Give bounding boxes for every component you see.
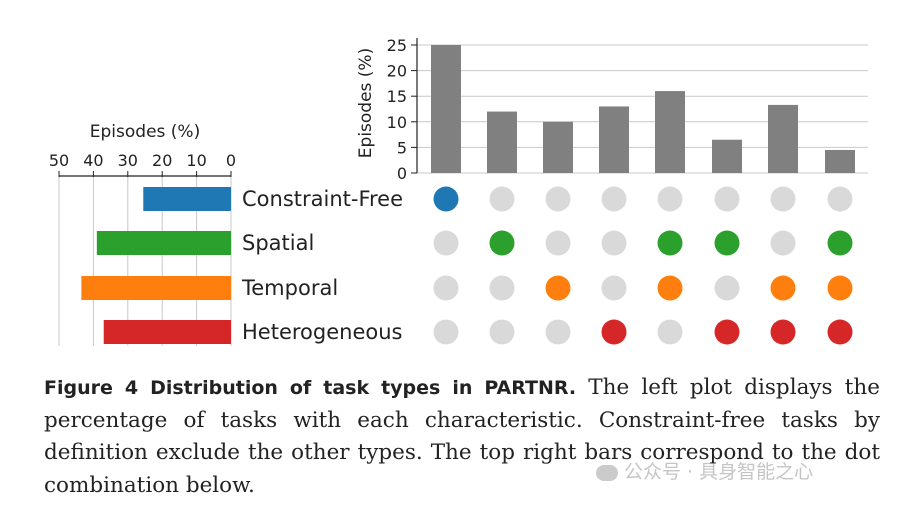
active-dot bbox=[657, 275, 683, 301]
top-tick-label: 20 bbox=[387, 62, 407, 81]
top-bar bbox=[543, 121, 573, 173]
top-bar-chart: 0 5 10 15 20 25 Episodes (%) bbox=[356, 36, 868, 183]
watermark-text: 公众号 · 具身智能之心 bbox=[624, 461, 814, 483]
top-bar bbox=[599, 106, 629, 173]
left-tick-label: 50 bbox=[49, 151, 69, 170]
left-bar bbox=[96, 231, 231, 255]
inactive-dot bbox=[433, 230, 459, 256]
inactive-dot bbox=[657, 186, 683, 212]
inactive-dot bbox=[601, 186, 627, 212]
active-dot bbox=[827, 319, 853, 345]
top-tick-label: 5 bbox=[397, 138, 407, 157]
left-bar-chart: 50 40 30 20 10 0 Episodes (%) Constraint-Free Sp… bbox=[49, 122, 403, 346]
inactive-dot bbox=[545, 319, 571, 345]
inactive-dot bbox=[714, 275, 740, 301]
inactive-dot bbox=[489, 275, 515, 301]
top-tick-label: 15 bbox=[387, 87, 407, 106]
caption-text: The left plot displays the percentage of… bbox=[44, 375, 880, 498]
category-label: Spatial bbox=[242, 231, 314, 255]
left-bar bbox=[143, 187, 231, 211]
watermark: 公众号 · 具身智能之心 bbox=[596, 457, 813, 484]
top-bar bbox=[487, 111, 517, 173]
inactive-dot bbox=[489, 186, 515, 212]
active-dot bbox=[489, 230, 515, 256]
category-label: Heterogeneous bbox=[242, 320, 402, 344]
left-bar bbox=[103, 320, 231, 344]
inactive-dot bbox=[827, 186, 853, 212]
inactive-dot bbox=[657, 319, 683, 345]
top-tick-label: 0 bbox=[397, 164, 407, 183]
top-bar bbox=[655, 91, 685, 173]
left-tick-label: 30 bbox=[118, 151, 138, 170]
active-dot bbox=[714, 319, 740, 345]
top-bar bbox=[431, 45, 461, 173]
active-dot bbox=[433, 186, 459, 212]
left-tick-label: 40 bbox=[83, 151, 103, 170]
active-dot bbox=[770, 319, 796, 345]
left-axis-title: Episodes (%) bbox=[90, 122, 200, 142]
wechat-logo-icon bbox=[596, 464, 618, 481]
top-tick-label: 10 bbox=[387, 113, 407, 132]
left-bar bbox=[81, 276, 231, 300]
active-dot bbox=[545, 275, 571, 301]
active-dot bbox=[827, 230, 853, 256]
category-label: Temporal bbox=[241, 276, 338, 300]
inactive-dot bbox=[433, 319, 459, 345]
inactive-dot bbox=[714, 186, 740, 212]
active-dot bbox=[601, 319, 627, 345]
top-tick-label: 25 bbox=[387, 36, 407, 55]
inactive-dot bbox=[770, 230, 796, 256]
inactive-dot bbox=[601, 230, 627, 256]
inactive-dot bbox=[601, 275, 627, 301]
inactive-dot bbox=[770, 186, 796, 212]
inactive-dot bbox=[489, 319, 515, 345]
top-bar bbox=[768, 104, 798, 173]
active-dot bbox=[827, 275, 853, 301]
top-axis-title: Episodes (%) bbox=[356, 48, 376, 158]
inactive-dot bbox=[433, 275, 459, 301]
top-bar bbox=[712, 139, 742, 173]
active-dot bbox=[714, 230, 740, 256]
left-tick-label: 20 bbox=[152, 151, 172, 170]
inactive-dot bbox=[545, 186, 571, 212]
top-bar bbox=[825, 149, 855, 173]
figure-caption: Figure 4 Distribution of task types in P… bbox=[44, 372, 880, 502]
category-label: Constraint-Free bbox=[242, 187, 403, 211]
left-tick-label: 0 bbox=[226, 151, 236, 170]
active-dot bbox=[770, 275, 796, 301]
active-dot bbox=[657, 230, 683, 256]
inactive-dot bbox=[545, 230, 571, 256]
dot-matrix bbox=[433, 186, 853, 345]
left-tick-label: 10 bbox=[186, 151, 206, 170]
caption-label: Figure 4 Distribution of task types in P… bbox=[44, 377, 577, 399]
